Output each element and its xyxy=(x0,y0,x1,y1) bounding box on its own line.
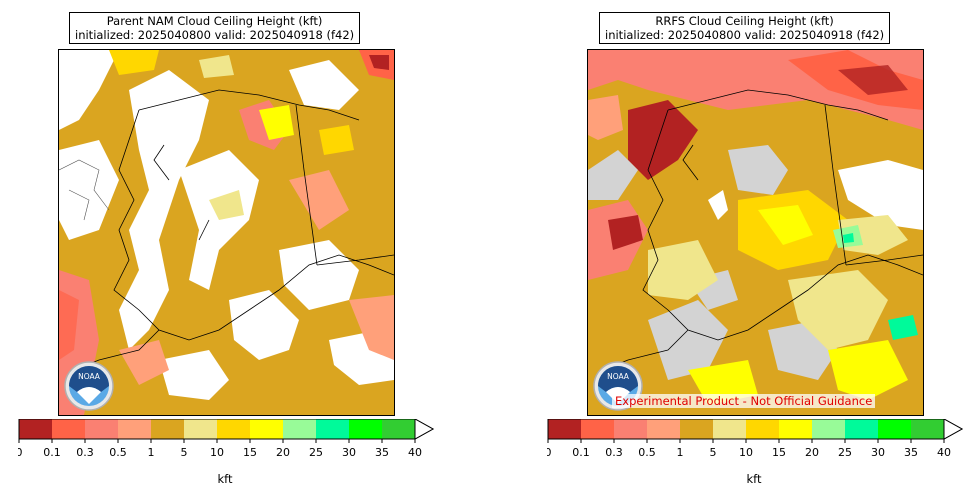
colorbar-swatch xyxy=(746,419,779,439)
rrfs-map-canvas: NOAA xyxy=(588,50,923,415)
colorbar-tick-label: 0.5 xyxy=(638,446,656,459)
colorbar-tick-label: 30 xyxy=(871,446,885,459)
colorbar-swatch xyxy=(680,419,713,439)
colorbar-tick-label: 0.3 xyxy=(76,446,94,459)
nam-colorbar: 0 0.1 0.3 0.5 1 5 10 15 20 25 30 35 40 kft xyxy=(18,419,435,484)
nam-colorbar-label: kft xyxy=(217,472,233,484)
colorbar-swatch xyxy=(845,419,878,439)
colorbar-swatch xyxy=(614,419,647,439)
colorbar-swatch xyxy=(85,419,118,439)
colorbar-tick-label: 0.3 xyxy=(605,446,623,459)
colorbar-tick-label: 0.1 xyxy=(43,446,61,459)
nam-title-line1: Parent NAM Cloud Ceiling Height (kft) xyxy=(106,14,323,28)
colorbar-tick-label: 15 xyxy=(772,446,786,459)
colorbar-swatch xyxy=(548,419,581,439)
colorbar-swatch xyxy=(713,419,746,439)
rrfs-title-line2: initialized: 2025040800 valid: 202504091… xyxy=(605,28,885,42)
colorbar-swatch xyxy=(911,419,944,439)
nam-panel: Parent NAM Cloud Ceiling Height (kft) in… xyxy=(18,12,435,484)
colorbar-swatch xyxy=(151,419,184,439)
colorbar-tick-label: 35 xyxy=(375,446,389,459)
colorbar-swatch xyxy=(118,419,151,439)
colorbar-swatch xyxy=(878,419,911,439)
colorbar-tick-label: 1 xyxy=(677,446,684,459)
rrfs-colorbar: 0 0.1 0.3 0.5 1 5 10 15 20 25 30 35 40 kft xyxy=(547,419,964,484)
colorbar-swatch xyxy=(316,419,349,439)
colorbar-tick-label: 40 xyxy=(937,446,951,459)
experimental-disclaimer: Experimental Product - Not Official Guid… xyxy=(612,394,876,408)
colorbar-tick-label: 10 xyxy=(210,446,224,459)
colorbar-tick-label: 15 xyxy=(243,446,257,459)
rrfs-map: NOAA Experimental Product - Not Official… xyxy=(587,49,924,416)
colorbar-swatch xyxy=(19,419,52,439)
colorbar-swatch xyxy=(52,419,85,439)
svg-text:NOAA: NOAA xyxy=(78,372,101,381)
colorbar-tick-label: 5 xyxy=(710,446,717,459)
colorbar-extend-arrow xyxy=(414,419,435,440)
rrfs-title-line1: RRFS Cloud Ceiling Height (kft) xyxy=(655,14,834,28)
colorbar-swatch xyxy=(812,419,845,439)
colorbar-tick-label: 35 xyxy=(904,446,918,459)
colorbar-swatch xyxy=(184,419,217,439)
rrfs-title: RRFS Cloud Ceiling Height (kft) initiali… xyxy=(599,12,891,44)
nam-title-line2: initialized: 2025040800 valid: 202504091… xyxy=(75,28,355,42)
colorbar-tick-label: 0.1 xyxy=(572,446,590,459)
colorbar-swatch xyxy=(382,419,415,439)
colorbar-swatch xyxy=(283,419,316,439)
colorbar-tick-label: 20 xyxy=(805,446,819,459)
colorbar-tick-label: 0 xyxy=(547,446,552,459)
colorbar-extend-arrow xyxy=(943,419,964,440)
colorbar-tick-label: 5 xyxy=(181,446,188,459)
colorbar-tick-label: 0.5 xyxy=(109,446,127,459)
nam-title: Parent NAM Cloud Ceiling Height (kft) in… xyxy=(69,12,361,44)
colorbar-swatch xyxy=(250,419,283,439)
colorbar-tick-label: 0 xyxy=(18,446,23,459)
colorbar-swatch xyxy=(217,419,250,439)
colorbar-tick-label: 1 xyxy=(148,446,155,459)
colorbar-tick-label: 30 xyxy=(342,446,356,459)
nam-map-canvas: NOAA xyxy=(59,50,394,415)
colorbar-tick-label: 20 xyxy=(276,446,290,459)
colorbar-swatch xyxy=(779,419,812,439)
colorbar-swatch xyxy=(581,419,614,439)
nam-map: NOAA xyxy=(58,49,395,416)
colorbar-tick-label: 10 xyxy=(739,446,753,459)
colorbar-swatch xyxy=(647,419,680,439)
nam-noaa-logo-icon: NOAA xyxy=(64,361,114,411)
colorbar-swatch xyxy=(349,419,382,439)
colorbar-tick-label: 40 xyxy=(408,446,422,459)
rrfs-panel: RRFS Cloud Ceiling Height (kft) initiali… xyxy=(529,0,976,503)
svg-text:NOAA: NOAA xyxy=(607,372,630,381)
colorbar-tick-label: 25 xyxy=(309,446,323,459)
rrfs-colorbar-label: kft xyxy=(746,472,762,484)
colorbar-tick-label: 25 xyxy=(838,446,852,459)
